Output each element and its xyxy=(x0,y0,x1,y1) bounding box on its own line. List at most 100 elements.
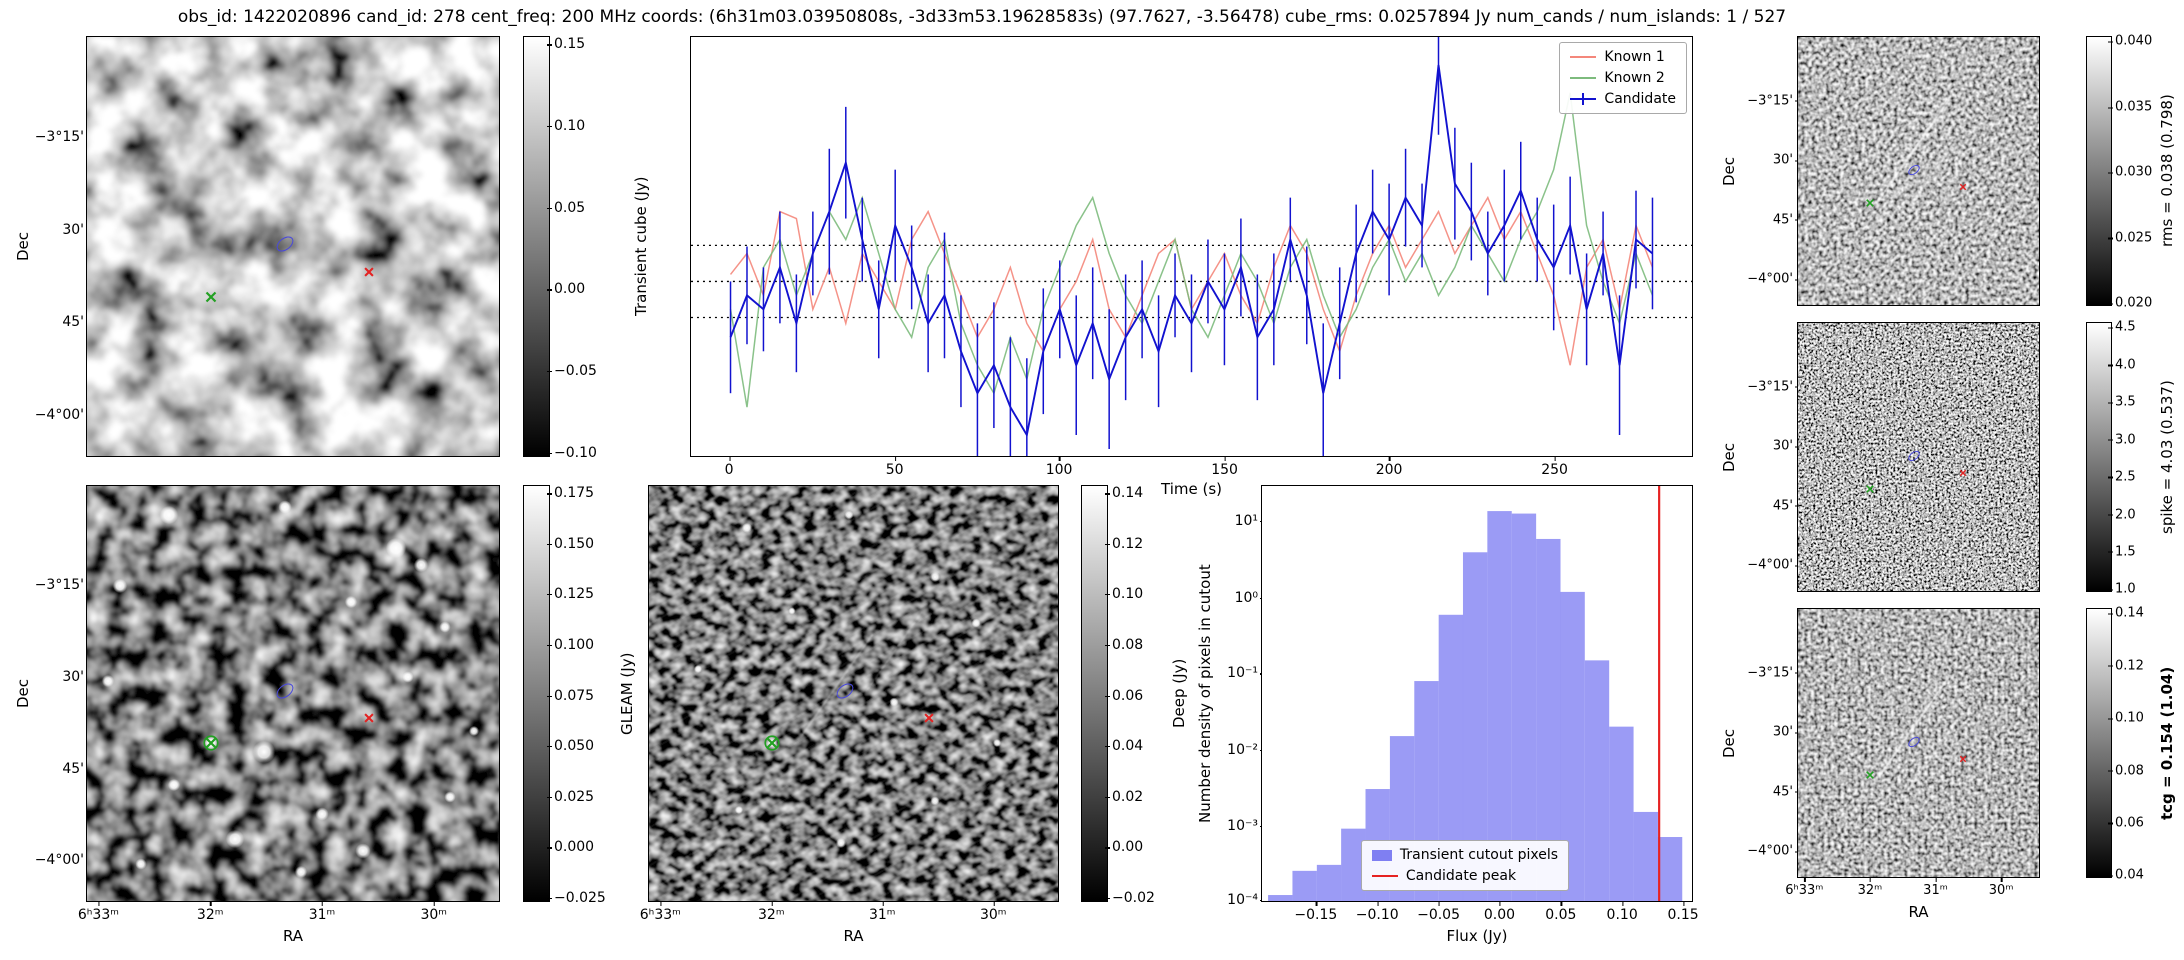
noise-image xyxy=(87,486,499,901)
tick-label: 0.040 xyxy=(2107,33,2153,49)
tick-label: 10⁻³ xyxy=(1227,817,1265,834)
streak-texture xyxy=(1798,37,2039,305)
tick-label: 10⁻⁴ xyxy=(1227,891,1265,908)
tick-label: 10⁰ xyxy=(1234,589,1266,606)
lightcurve-legend: Known 1 Known 2 Candidate xyxy=(1559,42,1687,114)
source-blob xyxy=(160,506,179,525)
colorbar-ticks-gleam: 0.175 0.150 0.125 0.100 0.075 0.050 0.025 0.000… xyxy=(546,485,614,906)
tick-label: 250 xyxy=(1541,457,1568,478)
tick-label: 0.12 xyxy=(2108,658,2144,674)
tick-label: −4°00' xyxy=(1747,271,1800,287)
tick-label: 0.04 xyxy=(1104,738,1144,755)
colorbar-ticks-deep: 0.14 0.12 0.10 0.08 0.06 0.04 0.02 0.00 −0.02 xyxy=(1104,485,1166,906)
known-source-marker-green xyxy=(1866,485,1875,494)
ra-axis-label: RA xyxy=(843,927,864,945)
tick-label: 0.14 xyxy=(1104,485,1144,502)
tick-label: 6ʰ33ᵐ xyxy=(77,902,119,923)
dec-tick-labels: −3°15' 30' 45' −4°00' xyxy=(1736,608,1801,878)
tick-label: 50 xyxy=(885,457,904,478)
source-blob xyxy=(315,807,329,821)
source-blob xyxy=(734,805,743,814)
known-source-marker-red xyxy=(1959,469,1967,477)
tick-label: −0.025 xyxy=(547,889,606,906)
known-source-marker-green xyxy=(203,735,219,751)
tick-label: 0 xyxy=(724,457,734,478)
source-blob xyxy=(836,837,847,848)
source-blob xyxy=(278,500,292,514)
tick-label: 30' xyxy=(1772,438,1801,454)
rms-colorbar-label: rms = 0.038 (0.798) xyxy=(2158,94,2176,248)
tick-label: 0.00 xyxy=(546,281,586,298)
legend-label: Candidate xyxy=(1604,91,1676,107)
tick-label: 0.100 xyxy=(546,637,595,654)
source-blob xyxy=(930,572,941,583)
tick-label: 45' xyxy=(1772,498,1801,514)
ra-tick-labels: 6ʰ33ᵐ 32ᵐ 31ᵐ 30ᵐ xyxy=(640,902,1059,923)
deep-colorbar-label: Deep (Jy) xyxy=(1170,658,1188,729)
tick-label: −0.05 xyxy=(1417,902,1460,923)
tick-label: −0.10 xyxy=(547,444,597,461)
tick-label: 45' xyxy=(62,760,91,777)
colorbar-tcg xyxy=(2086,608,2112,878)
ra-axis-label: RA xyxy=(1908,903,1929,921)
tick-label: −3°15' xyxy=(34,129,92,146)
tick-label: 6ʰ33ᵐ xyxy=(639,902,681,923)
tick-label: 3.5 xyxy=(2108,394,2136,410)
lightcurve-plot xyxy=(691,37,1692,456)
tcg-cutout xyxy=(1797,608,2040,878)
tick-label: −4°00' xyxy=(34,852,92,869)
tick-label: −4°00' xyxy=(34,406,92,423)
known-source-marker-red xyxy=(924,713,934,724)
tick-label: −3°15' xyxy=(1747,665,1800,681)
legend-label: Known 1 xyxy=(1604,49,1665,65)
source-blob xyxy=(295,865,308,878)
colorbar-transient-cube xyxy=(523,36,550,457)
tick-label: 30ᵐ xyxy=(420,902,448,923)
ra-axis-label: RA xyxy=(282,927,304,945)
tick-label: 0.150 xyxy=(546,535,595,552)
figure-title: obs_id: 1422020896 cand_id: 278 cent_fre… xyxy=(177,7,1787,27)
histogram-xtick-labels: −0.15 −0.10 −0.05 0.00 0.05 0.10 0.15 xyxy=(1261,902,1699,923)
tick-label: 1.5 xyxy=(2108,544,2136,560)
lightcurve-xticks: 0 50 100 150 200 250 xyxy=(690,457,1693,478)
tick-label: −4°00' xyxy=(1747,557,1800,573)
known-source-marker-green xyxy=(205,291,216,303)
source-blob xyxy=(788,607,796,614)
lightcurve-ylabel: Transient cube (Jy) xyxy=(632,176,650,317)
tick-label: 31ᵐ xyxy=(308,902,336,923)
tick-label: 1.0 xyxy=(2108,581,2136,597)
tick-label: 0.00 xyxy=(1104,839,1144,856)
tick-label: 0.12 xyxy=(1104,535,1144,552)
tick-label: 3.0 xyxy=(2108,432,2136,448)
legend-item-candidate-peak: Candidate peak xyxy=(1371,868,1558,884)
tick-label: 30ᵐ xyxy=(979,902,1007,923)
known-source-marker-red xyxy=(364,266,374,277)
tick-label: 45' xyxy=(1772,784,1801,800)
dec-tick-labels: −3°15' 30' 45' −4°00' xyxy=(30,485,92,902)
candidate-errorbar-swatch xyxy=(1570,93,1597,105)
source-blob xyxy=(355,843,371,859)
legend-item-candidate: Candidate xyxy=(1570,91,1676,107)
dec-tick-labels: −3°15' 30' 45' −4°00' xyxy=(30,36,92,457)
source-blob xyxy=(444,791,456,803)
transient-cube-cutout xyxy=(86,36,500,457)
tick-label: 31ᵐ xyxy=(1923,878,1948,898)
source-blob xyxy=(167,778,180,791)
tick-label: 6ʰ33ᵐ xyxy=(1785,878,1824,898)
source-blob xyxy=(101,675,114,688)
deep-cutout xyxy=(648,485,1059,902)
rms-cutout xyxy=(1797,36,2040,306)
tick-label: 30ᵐ xyxy=(1988,878,2014,898)
tick-label: 0.10 xyxy=(1606,902,1638,923)
legend-label: Candidate peak xyxy=(1405,868,1517,884)
gleam-colorbar-label: GLEAM (Jy) xyxy=(618,652,636,735)
legend-item-known2: Known 2 xyxy=(1570,70,1676,86)
source-blob xyxy=(469,725,480,736)
source-blob xyxy=(889,697,899,707)
source-blob xyxy=(694,664,703,673)
known-source-marker-red xyxy=(364,713,374,724)
tick-label: 0.035 xyxy=(2107,99,2153,115)
tick-label: 10⁻² xyxy=(1227,741,1265,758)
histogram-ytick-labels: 10¹ 10⁰ 10⁻¹ 10⁻² 10⁻³ 10⁻⁴ xyxy=(1212,485,1266,908)
tick-label: 0.050 xyxy=(546,738,595,755)
